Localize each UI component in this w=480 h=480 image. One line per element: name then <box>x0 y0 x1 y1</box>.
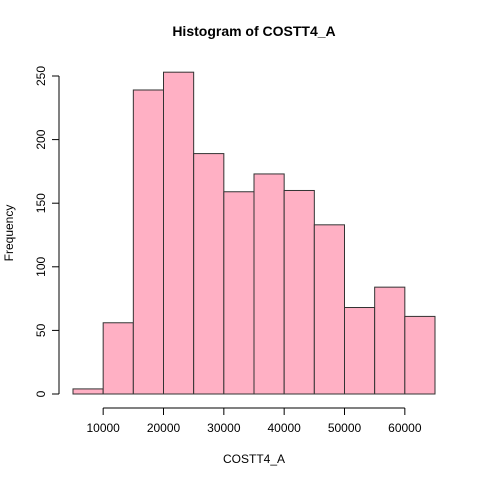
y-ticks-group: 0 50 100 150 200 250 <box>34 66 59 397</box>
chart-title: Histogram of COSTT4_A <box>172 23 335 39</box>
x-tick-label: 60000 <box>388 421 422 435</box>
histogram-bar <box>404 315 436 395</box>
histogram-bar <box>313 224 346 395</box>
histogram-bar <box>102 322 134 395</box>
histogram-bar <box>223 191 255 395</box>
x-tick-label: 10000 <box>86 421 120 435</box>
histogram-bar <box>163 71 195 395</box>
x-tick-label: 50000 <box>328 421 362 435</box>
bars-group <box>72 71 436 395</box>
x-tick-label: 20000 <box>147 421 181 435</box>
y-tick-label: 150 <box>34 193 48 213</box>
x-ticks-group: 10000 20000 30000 40000 50000 60000 <box>86 408 422 435</box>
histogram-bar <box>132 89 164 395</box>
x-tick-label: 40000 <box>267 421 301 435</box>
y-tick-label: 0 <box>34 390 48 397</box>
x-tick-label: 30000 <box>207 421 241 435</box>
y-axis-label: Frequency <box>2 205 16 262</box>
histogram-bar <box>193 153 225 395</box>
histogram-bar <box>344 307 376 395</box>
y-tick-label: 200 <box>34 129 48 149</box>
histogram-bar <box>374 286 406 395</box>
y-tick-label: 50 <box>34 323 48 337</box>
histogram-bar <box>283 189 315 395</box>
histogram-bar <box>72 388 104 395</box>
y-tick-label: 100 <box>34 256 48 276</box>
histogram-bar <box>253 173 285 395</box>
y-tick-label: 250 <box>34 66 48 86</box>
x-axis-label: COSTT4_A <box>223 452 285 466</box>
